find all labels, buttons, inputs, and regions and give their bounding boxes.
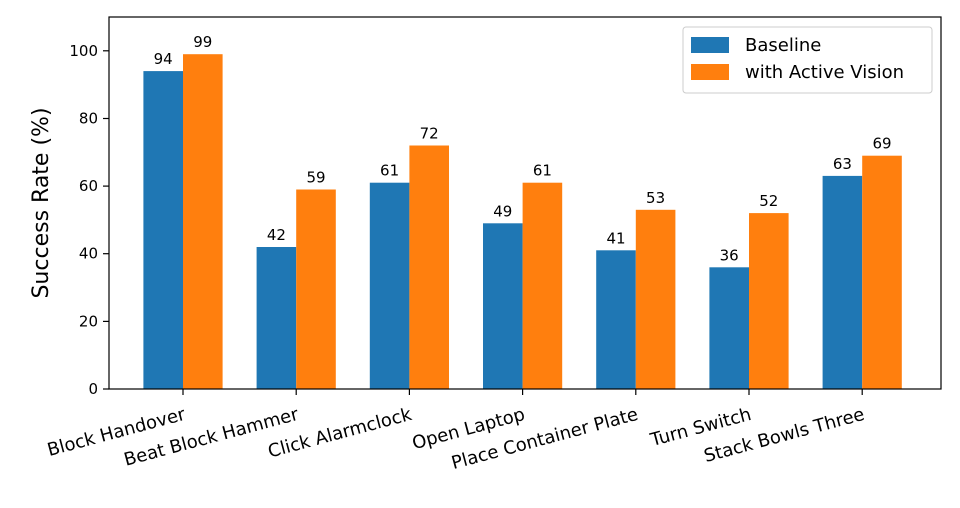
legend-swatch: [691, 37, 729, 53]
bar-active-vision-2: [409, 145, 449, 389]
y-axis-label: Success Rate (%): [29, 107, 54, 298]
y-tick-label: 80: [79, 110, 98, 128]
legend-label: Baseline: [745, 35, 821, 56]
bar-active-vision-1: [296, 189, 336, 389]
y-tick-label: 100: [69, 42, 98, 60]
data-label: 53: [646, 189, 665, 207]
data-label: 52: [759, 192, 778, 210]
bar-baseline-4: [596, 250, 636, 389]
data-label: 99: [193, 33, 212, 51]
bar-active-vision-5: [749, 213, 789, 389]
data-label: 42: [267, 226, 286, 244]
bar-active-vision-6: [862, 155, 902, 389]
data-label: 59: [306, 169, 325, 187]
plot-frame: [108, 16, 942, 390]
bar-baseline-1: [256, 247, 297, 389]
legend-box: [682, 26, 933, 94]
y-tick-label: 40: [79, 245, 98, 263]
data-label: 41: [606, 229, 625, 247]
data-labels-layer: 94 42 61 49 41 36 63 99 59 72 61 53 52 69: [154, 33, 892, 264]
data-label: 36: [720, 246, 739, 264]
bar-baseline-3: [483, 223, 523, 389]
bar-active-vision-4: [635, 209, 676, 389]
legend-swatch: [691, 64, 729, 80]
bar-baseline-0: [143, 71, 183, 389]
data-label: 61: [380, 162, 399, 180]
bar-active-vision-0: [183, 54, 223, 389]
bar-active-vision-3: [522, 182, 563, 389]
bars-layer: [143, 54, 902, 389]
data-label: 94: [154, 50, 173, 68]
data-label: 72: [420, 125, 439, 143]
y-tick-label: 20: [79, 312, 98, 330]
bar-baseline-6: [822, 175, 863, 389]
y-tick-label: 60: [79, 177, 98, 195]
y-tick-label: 0: [88, 380, 98, 398]
data-label: 63: [833, 155, 852, 173]
data-label: 69: [872, 135, 891, 153]
y-axis: 0 20 40 60 80 100: [69, 42, 109, 398]
data-label: 61: [533, 162, 552, 180]
legend-label: with Active Vision: [745, 62, 904, 83]
legend: Baseline with Active Vision: [682, 26, 933, 94]
data-label: 49: [493, 202, 512, 220]
bar-baseline-5: [709, 267, 749, 389]
bar-baseline-2: [369, 182, 410, 389]
x-tick-label: Place Container Plate: [449, 404, 640, 474]
